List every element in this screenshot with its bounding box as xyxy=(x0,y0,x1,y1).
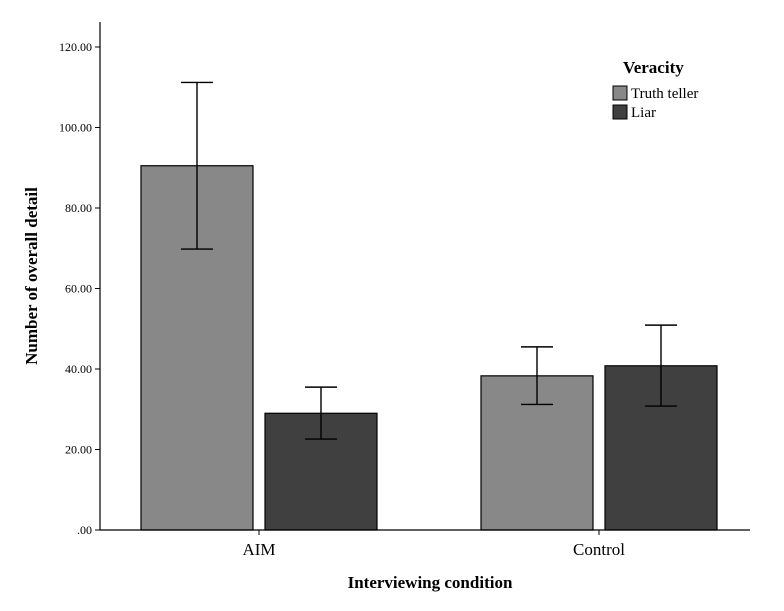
error-bar xyxy=(305,386,337,440)
x-category-label: AIM xyxy=(242,540,275,559)
y-axis-title: Number of overall detail xyxy=(22,187,41,365)
y-tick-label: 40.00 xyxy=(65,362,92,376)
plot-area xyxy=(140,81,718,531)
legend-swatch xyxy=(612,104,628,120)
legend-items: Truth teller Liar xyxy=(612,85,698,121)
legend: Veracity Truth teller Liar xyxy=(612,58,698,121)
y-tick-label: 60.00 xyxy=(65,282,92,296)
y-tick-label: 100.00 xyxy=(59,121,92,135)
y-axis-ticks: .00 20.00 40.00 60.00 80.00 100.00 120.00 xyxy=(59,40,100,537)
y-tick-label: .00 xyxy=(77,523,92,537)
error-bar xyxy=(521,346,553,406)
x-category-label: Control xyxy=(573,540,625,559)
legend-swatch xyxy=(612,85,628,101)
y-tick-label: 20.00 xyxy=(65,443,92,457)
legend-label: Liar xyxy=(631,105,656,121)
legend-label: Truth teller xyxy=(631,86,698,102)
y-tick-label: 120.00 xyxy=(59,40,92,54)
y-tick-label: 80.00 xyxy=(65,201,92,215)
x-axis-title: Interviewing condition xyxy=(348,573,513,592)
error-bar xyxy=(181,81,213,250)
x-axis-categories: AIM Control xyxy=(242,530,625,559)
legend-title: Veracity xyxy=(623,58,684,77)
error-bar xyxy=(645,324,677,407)
